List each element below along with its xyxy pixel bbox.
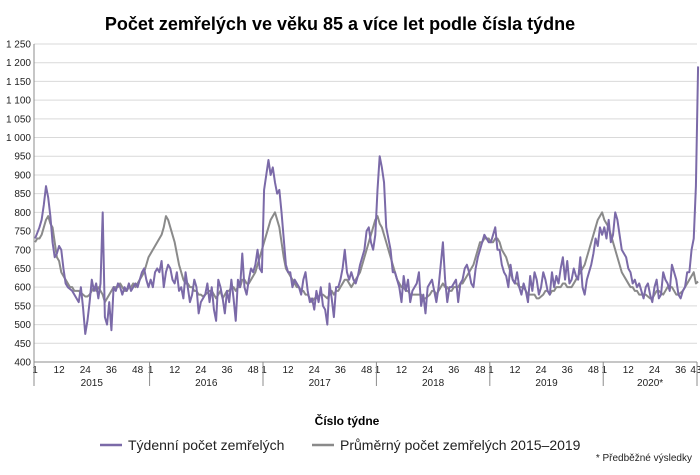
- x-axis-ticks: 1 12 24 36 48 1 12 24 36 48 1 12 24 36 48 1 12 24 36 48 1 12 2…: [32, 365, 700, 376]
- y-tick-label: 1 100: [6, 96, 31, 107]
- y-tick-label: 750: [14, 227, 31, 238]
- y-tick-label: 1 050: [6, 114, 31, 125]
- legend-item-weekly: Týdenní počet zemřelých: [100, 437, 284, 453]
- x-tick-label: 1: [602, 365, 608, 376]
- x-tick-label: 36: [562, 365, 574, 376]
- y-tick-label: 400: [14, 358, 31, 369]
- x-tick-label: 12: [54, 365, 66, 376]
- year-label: 2018: [422, 378, 445, 389]
- x-tick-label: 24: [422, 365, 434, 376]
- y-tick-label: 650: [14, 264, 31, 275]
- x-tick-label: 12: [509, 365, 521, 376]
- x-tick-label: 12: [283, 365, 295, 376]
- year-label: 2020*: [637, 378, 663, 389]
- y-tick-label: 550: [14, 301, 31, 312]
- y-tick-label: 1 250: [6, 40, 31, 51]
- grid-lines: [34, 43, 697, 363]
- y-tick-label: 1 150: [6, 77, 31, 88]
- x-axis-title: Číslo týdne: [315, 413, 380, 428]
- series-line-weekly: [34, 66, 700, 335]
- x-tick-label: 36: [448, 365, 460, 376]
- x-tick-label: 36: [221, 365, 233, 376]
- y-tick-label: 500: [14, 320, 31, 331]
- x-tick-label: 12: [623, 365, 635, 376]
- y-tick-label: 850: [14, 189, 31, 200]
- y-tick-label: 900: [14, 170, 31, 181]
- x-tick-label: 36: [675, 365, 687, 376]
- x-tick-label: 1: [261, 365, 267, 376]
- x-tick-label: 36: [335, 365, 347, 376]
- y-tick-label: 450: [14, 339, 31, 350]
- y-tick-label: 950: [14, 152, 31, 163]
- x-tick-label: 1: [32, 365, 38, 376]
- y-tick-label: 800: [14, 208, 31, 219]
- x-tick-label: 48: [588, 365, 600, 376]
- x-tick-label: 24: [195, 365, 207, 376]
- series-lines: [34, 66, 700, 335]
- year-labels: 2015 2016 2017 2018 2019 2020*: [33, 362, 698, 389]
- x-tick-label: 48: [132, 365, 144, 376]
- legend-item-average: Průměrný počet zemřelých 2015–2019: [312, 437, 581, 453]
- x-tick-label: 1: [375, 365, 381, 376]
- y-tick-label: 700: [14, 245, 31, 256]
- y-tick-label: 600: [14, 283, 31, 294]
- series-line-average: [34, 211, 699, 304]
- y-tick-label: 1 000: [6, 133, 31, 144]
- x-tick-label: 24: [80, 365, 92, 376]
- year-label: 2017: [309, 378, 332, 389]
- x-tick-label: 48: [474, 365, 486, 376]
- x-tick-label: 24: [649, 365, 661, 376]
- year-label: 2019: [535, 378, 558, 389]
- x-tick-label: 36: [106, 365, 118, 376]
- legend-label-weekly: Týdenní počet zemřelých: [128, 437, 284, 453]
- legend-label-average: Průměrný počet zemřelých 2015–2019: [340, 437, 581, 453]
- chart-title: Počet zemřelých ve věku 85 a více let po…: [105, 14, 575, 34]
- x-tick-label: 48: [361, 365, 373, 376]
- x-tick-label: 24: [309, 365, 321, 376]
- x-tick-label: 12: [169, 365, 181, 376]
- legend: Týdenní počet zemřelých Průměrný počet z…: [100, 437, 581, 453]
- x-tick-label: 24: [536, 365, 548, 376]
- x-tick-label: 43: [690, 365, 700, 376]
- x-tick-label: 1: [148, 365, 154, 376]
- year-label: 2016: [195, 378, 218, 389]
- x-tick-label: 1: [488, 365, 494, 376]
- year-label: 2015: [81, 378, 104, 389]
- footnote: * Předběžné výsledky: [596, 453, 692, 464]
- x-tick-label: 48: [248, 365, 260, 376]
- y-tick-label: 1 200: [6, 58, 31, 69]
- y-axis-ticks: 400 450 500 550 600 650 700 750 800 850 900 950 1 00…: [6, 40, 31, 369]
- x-tick-label: 12: [396, 365, 408, 376]
